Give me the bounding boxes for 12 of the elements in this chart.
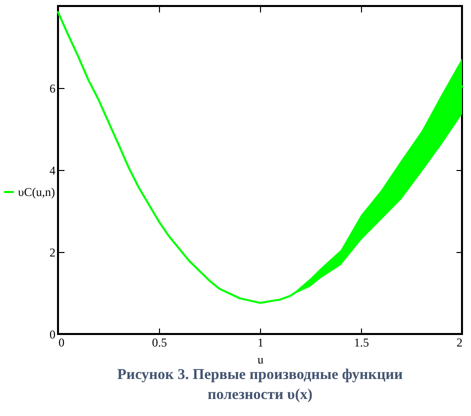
legend-label: υC(u,n)	[18, 185, 55, 199]
x-tick-label: 0.5	[152, 336, 167, 350]
x-tick-label: 2	[456, 336, 462, 350]
y-tick-label: 2	[50, 246, 56, 260]
x-tick-label: 0	[58, 336, 64, 350]
y-tick-label: 4	[50, 164, 56, 178]
text: Рисунок 3. Первые производные функции полезности υ(x)	[117, 367, 404, 403]
line-series	[57, 11, 463, 304]
x-tick-label: 1.5	[354, 336, 369, 350]
x-axis-title: u	[258, 352, 264, 366]
y-tick-label: 6	[50, 82, 56, 96]
x-tick-label: 1	[258, 336, 264, 350]
